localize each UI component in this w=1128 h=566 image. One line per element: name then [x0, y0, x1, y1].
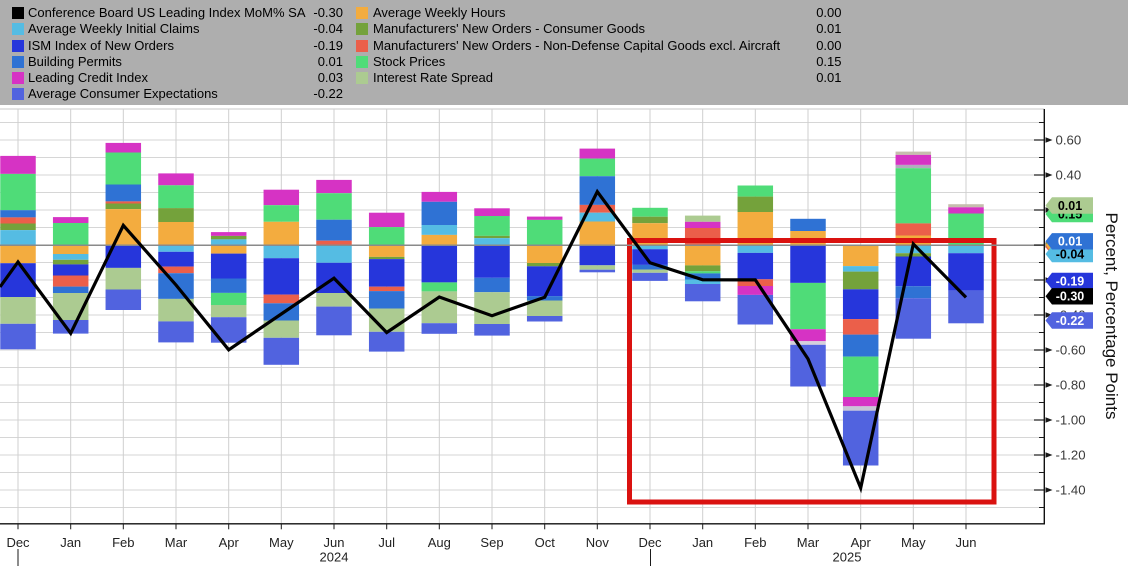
svg-text:-0.60: -0.60 — [1056, 343, 1086, 358]
svg-text:-0.04: -0.04 — [1056, 247, 1085, 261]
svg-text:0.60: 0.60 — [1056, 133, 1082, 148]
svg-text:Percent, Percentage Points: Percent, Percentage Points — [1102, 213, 1121, 420]
svg-text:Mar: Mar — [165, 535, 188, 550]
svg-text:Dec: Dec — [6, 535, 30, 550]
svg-text:Mar: Mar — [797, 535, 820, 550]
svg-text:Feb: Feb — [112, 535, 134, 550]
svg-text:-1.00: -1.00 — [1056, 413, 1086, 428]
svg-text:Jul: Jul — [378, 535, 395, 550]
svg-text:May: May — [901, 535, 926, 550]
svg-text:2024: 2024 — [320, 550, 349, 565]
svg-text:Jun: Jun — [324, 535, 345, 550]
svg-text:-0.22: -0.22 — [1056, 314, 1085, 328]
svg-text:Jan: Jan — [60, 535, 81, 550]
svg-text:Jan: Jan — [692, 535, 713, 550]
svg-text:-1.40: -1.40 — [1056, 483, 1086, 498]
svg-text:Feb: Feb — [744, 535, 766, 550]
svg-text:Oct: Oct — [535, 535, 556, 550]
svg-text:Dec: Dec — [638, 535, 662, 550]
svg-text:Jun: Jun — [956, 535, 977, 550]
svg-text:0.40: 0.40 — [1056, 168, 1082, 183]
svg-text:-0.80: -0.80 — [1056, 378, 1086, 393]
svg-text:Apr: Apr — [219, 535, 240, 550]
svg-text:-0.19: -0.19 — [1056, 274, 1085, 288]
svg-text:Apr: Apr — [851, 535, 872, 550]
svg-text:-1.20: -1.20 — [1056, 448, 1086, 463]
svg-text:0.01: 0.01 — [1058, 199, 1082, 213]
svg-text:Sep: Sep — [480, 535, 503, 550]
svg-text:-0.30: -0.30 — [1056, 290, 1085, 304]
svg-text:Nov: Nov — [586, 535, 610, 550]
svg-text:May: May — [269, 535, 294, 550]
svg-text:Aug: Aug — [428, 535, 451, 550]
svg-text:2025: 2025 — [833, 550, 862, 565]
svg-text:0.01: 0.01 — [1058, 235, 1082, 249]
